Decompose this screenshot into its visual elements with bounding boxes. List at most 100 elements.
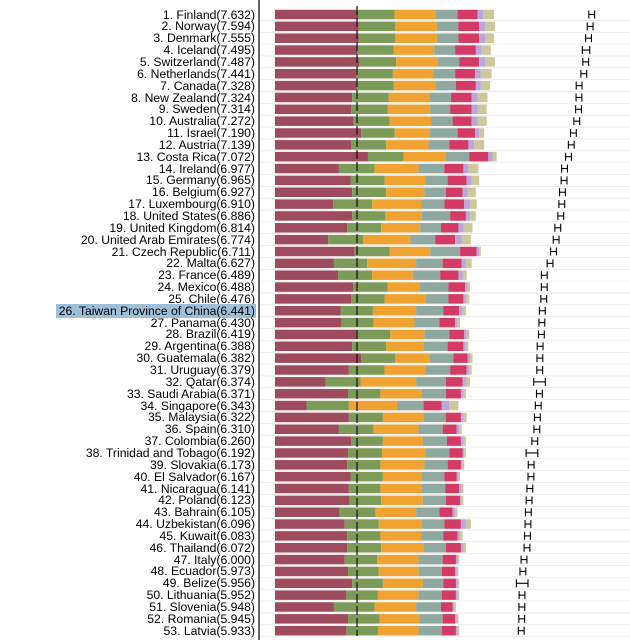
bar-segment-6 <box>460 543 464 553</box>
bar-segment-5 <box>450 104 472 115</box>
error-bar <box>557 211 565 220</box>
country-label: 53. Latvia(5.933) <box>163 623 255 638</box>
bar-segment-2 <box>347 223 382 233</box>
bar-segment-2 <box>348 388 381 399</box>
bar-segment-2 <box>348 483 381 494</box>
bar-segment-2 <box>350 175 385 186</box>
country-bar <box>275 388 466 399</box>
error-bar <box>550 247 557 256</box>
bar-segment-7 <box>467 187 476 197</box>
bar-segment-2 <box>352 578 383 589</box>
bar-segment-6 <box>459 306 463 316</box>
country-label: 21. Czech Republic(6.711) <box>111 244 255 259</box>
bar-segment-3 <box>372 270 413 280</box>
country-label: 38. Trinidad and Tobago(6.192) <box>85 445 255 460</box>
country-bar <box>275 69 492 79</box>
country-label: 4. Iceland(7.495) <box>163 43 255 57</box>
country-bar <box>275 625 460 636</box>
bar-segment-7 <box>457 590 460 600</box>
bar-segment-4 <box>416 377 446 387</box>
bar-segment-2 <box>356 69 393 79</box>
bar-segment-6 <box>463 294 466 304</box>
bar-segment-2 <box>361 128 395 138</box>
country-bar <box>275 317 461 328</box>
bar-segment-5 <box>445 495 461 506</box>
country-label: 44. Uzbekistan(6.096) <box>135 517 255 531</box>
bar-segment-7 <box>462 270 467 280</box>
error-bar <box>534 401 542 410</box>
country-bar <box>275 554 460 565</box>
country-label: 51. Slovenia(5.948) <box>149 600 255 614</box>
bar-segment-3 <box>373 424 419 434</box>
bar-segment-6 <box>455 554 458 565</box>
bar-segment-5 <box>441 223 459 233</box>
bar-segment-3 <box>395 33 437 43</box>
bar-segment-5 <box>453 353 468 363</box>
country-label: 43. Bahrain(6.105) <box>154 505 255 520</box>
bar-segment-1 <box>275 436 352 446</box>
bar-segment-2 <box>358 21 396 32</box>
bar-segment-3 <box>378 566 419 577</box>
bar-segment-3 <box>348 400 398 411</box>
bar-segment-5 <box>449 140 469 150</box>
bar-segment-1 <box>275 21 359 32</box>
bar-segment-7 <box>492 151 497 162</box>
bar-segment-1 <box>275 151 368 162</box>
country-bar <box>275 590 460 600</box>
country-label: 31. Uruguay(6.379) <box>149 363 255 377</box>
bar-segment-6 <box>462 448 465 458</box>
error-bar <box>567 140 575 149</box>
bar-segment-3 <box>382 578 423 589</box>
bar-segment-6 <box>465 211 471 221</box>
error-bar <box>560 176 568 185</box>
bar-segment-6 <box>460 436 464 446</box>
bar-segment-3 <box>380 460 425 470</box>
bar-segment-1 <box>275 424 339 434</box>
bar-segment-2 <box>306 400 349 411</box>
bar-segment-5 <box>459 57 480 67</box>
bar-segment-3 <box>388 92 430 103</box>
bar-segment-1 <box>275 578 353 589</box>
bar-segment-6 <box>452 507 456 517</box>
country-label: 15. Germany(6.965) <box>145 173 255 188</box>
country-bar <box>275 45 491 55</box>
bar-segment-6 <box>455 625 458 636</box>
bar-segment-5 <box>458 33 480 43</box>
bar-segment-6 <box>467 353 471 363</box>
bar-segment-6 <box>471 92 478 103</box>
bar-segment-4 <box>419 614 443 624</box>
bar-segment-7 <box>479 128 485 138</box>
bar-segment-1 <box>275 471 351 482</box>
bar-segment-4 <box>422 495 446 506</box>
bar-segment-7 <box>479 246 481 257</box>
country-bar <box>275 116 487 126</box>
error-bar <box>582 57 590 66</box>
bar-segment-4 <box>416 306 444 316</box>
bar-segment-7 <box>461 495 464 506</box>
country-bar <box>275 519 471 529</box>
bar-segment-1 <box>275 45 358 55</box>
bar-segment-5 <box>450 92 472 103</box>
bar-segment-2 <box>361 353 396 363</box>
error-bar <box>520 555 528 564</box>
bar-segment-5 <box>447 175 467 186</box>
bar-segment-1 <box>275 187 353 197</box>
bar-segment-5 <box>455 80 476 91</box>
country-bar <box>275 294 470 304</box>
bar-segment-7 <box>474 140 485 150</box>
bar-segment-1 <box>275 317 342 328</box>
error-bar <box>554 223 562 232</box>
bar-segment-1 <box>275 80 358 91</box>
bar-segment-3 <box>393 80 436 91</box>
country-bar <box>275 104 487 115</box>
bar-segment-6 <box>458 223 464 233</box>
bar-segment-2 <box>338 270 373 280</box>
bar-segment-5 <box>455 45 476 55</box>
bar-segment-3 <box>377 590 419 600</box>
bar-segment-6 <box>476 246 480 257</box>
bar-segment-2 <box>344 519 379 529</box>
country-bar <box>275 566 459 577</box>
bar-segment-2 <box>348 365 385 375</box>
bar-segment-3 <box>382 436 423 446</box>
country-label: 41. Nicaragua(6.141) <box>140 481 256 496</box>
